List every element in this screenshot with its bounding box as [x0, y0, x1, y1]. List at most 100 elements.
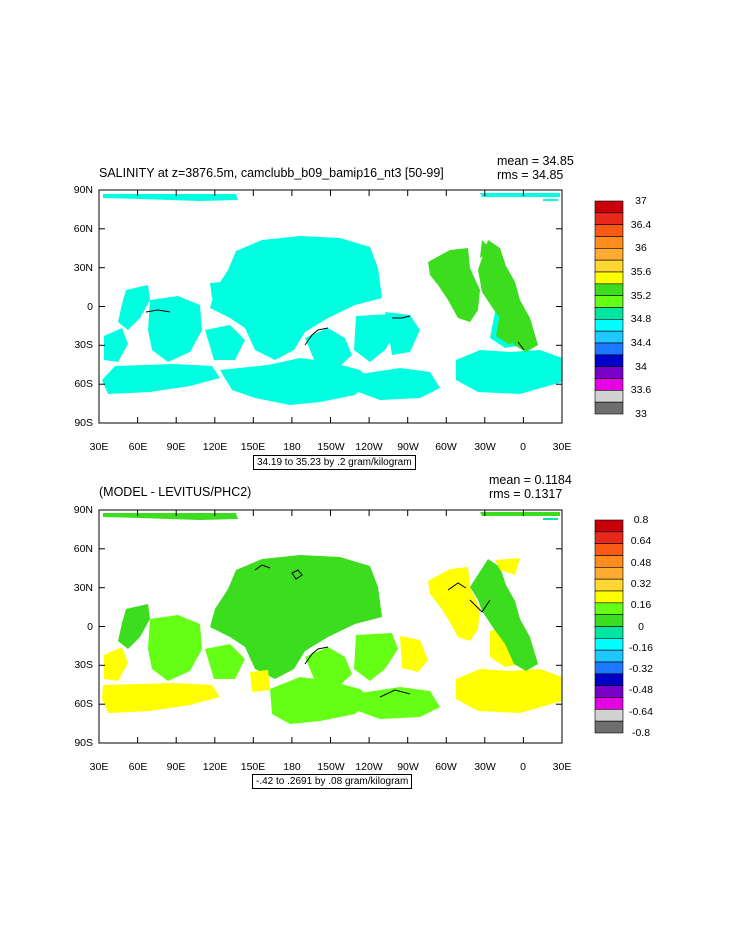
colorbar-swatch — [594, 543, 624, 556]
x-tick-label: 150E — [240, 441, 266, 453]
x-tick-label: 60E — [128, 761, 148, 773]
colorbar-swatch — [594, 673, 624, 686]
ocean-region — [305, 647, 352, 687]
x-tick-label: 150W — [317, 761, 345, 773]
contour-line — [517, 341, 525, 351]
contour-line — [379, 689, 411, 698]
colorbar-swatch — [594, 709, 624, 722]
x-tick-label: 150W — [317, 441, 345, 453]
x-tick-label: 90E — [166, 441, 186, 453]
legend-label: 0.8 — [633, 514, 649, 526]
legend-label: 35.2 — [630, 289, 652, 302]
x-tick-label: 30E — [89, 441, 109, 453]
legend-label: -0.48 — [629, 684, 653, 697]
y-tick-label: 60N — [73, 543, 93, 555]
y-tick-label: 0 — [87, 301, 93, 313]
ocean-region — [118, 604, 150, 649]
x-tick-label: 90W — [397, 441, 419, 453]
ocean-region — [478, 240, 538, 352]
colorbar-swatch — [594, 720, 624, 734]
contour-line — [304, 646, 329, 665]
ocean-region — [270, 677, 370, 724]
legend-label: 0.64 — [630, 535, 652, 548]
x-tick-label: 180 — [283, 441, 301, 453]
x-tick-label: 0 — [520, 761, 526, 773]
ocean-region — [102, 683, 220, 713]
contour-line — [304, 327, 329, 346]
contour-line — [392, 315, 411, 319]
x-tick-label: 120W — [355, 761, 383, 773]
colorbar-swatch — [594, 590, 624, 604]
x-tick-label: 30E — [552, 761, 572, 773]
colorbar-swatch — [594, 567, 624, 580]
y-tick-label: 30S — [74, 659, 93, 671]
x-tick-label: 90E — [166, 761, 186, 773]
ocean-region — [456, 669, 562, 713]
y-tick-label: 90N — [73, 504, 93, 516]
y-tick-label: 30N — [73, 262, 93, 274]
colorbar — [594, 519, 624, 734]
ocean-region — [205, 325, 245, 360]
ocean-region — [102, 364, 220, 394]
contour-caption: 34.19 to 35.23 by .2 gram/kilogram — [253, 455, 416, 470]
colorbar-swatch — [594, 401, 624, 415]
ocean-region — [250, 670, 270, 692]
legend-label: 33.6 — [630, 384, 652, 397]
y-tick-label: 60N — [73, 223, 93, 235]
colorbar-swatch — [594, 649, 624, 663]
ocean-region — [354, 314, 398, 362]
legend-label: -0.32 — [629, 663, 653, 676]
ocean-region — [210, 282, 224, 298]
legend-label: 0.48 — [630, 556, 652, 569]
contour-line — [447, 582, 467, 591]
y-tick-label: 60S — [74, 698, 93, 710]
mean-value: mean = 0.1184 — [489, 473, 572, 487]
ocean-region — [205, 644, 245, 679]
x-tick-label: 30W — [474, 761, 496, 773]
colorbar-swatch — [594, 626, 624, 639]
legend-label: -0.8 — [631, 727, 651, 739]
colorbar-swatch — [594, 555, 624, 568]
legend-label: 33 — [635, 408, 647, 420]
x-tick-label: 30E — [89, 761, 109, 773]
salinity-panel: SALINITY at z=3876.5m, camclubb_b09_bami… — [0, 0, 733, 470]
ocean-region — [148, 296, 202, 362]
y-tick-label: 90S — [74, 737, 93, 749]
mean-value: mean = 34.85 — [497, 154, 574, 168]
y-tick-marks — [99, 548, 562, 705]
colorbar-swatch — [594, 685, 624, 698]
y-tick-label: 30S — [74, 339, 93, 351]
ocean-region — [104, 647, 128, 681]
ocean-region — [456, 350, 562, 394]
legend-label: -0.64 — [629, 705, 653, 718]
ocean-region — [358, 687, 440, 719]
x-tick-label: 120E — [202, 441, 228, 453]
x-tick-label: 60W — [435, 441, 457, 453]
colorbar-swatch — [594, 697, 624, 710]
contour-line — [145, 309, 171, 313]
colorbar-swatch — [594, 602, 624, 615]
ocean-region — [480, 240, 492, 258]
ocean-region — [103, 513, 238, 520]
ocean-region — [470, 559, 538, 671]
legend-label: 0.32 — [630, 577, 652, 590]
legend-label: 0.16 — [630, 599, 652, 612]
ocean-region — [400, 636, 428, 672]
y-tick-label: 30N — [73, 582, 93, 594]
ocean-region — [118, 285, 150, 330]
ocean-region — [495, 558, 520, 575]
contour-line — [254, 564, 271, 571]
y-tick-label: 0 — [87, 621, 93, 633]
colorbar — [594, 200, 624, 415]
ocean-region — [480, 193, 560, 197]
colorbar-swatch — [594, 531, 624, 544]
legend-label: 0 — [638, 620, 644, 633]
ocean-region — [148, 615, 202, 681]
x-tick-label: 60E — [128, 441, 148, 453]
legend-label: 34.4 — [630, 337, 652, 349]
ocean-region — [103, 194, 238, 201]
y-tick-label: 90S — [74, 417, 93, 429]
rms-value: rms = 0.1317 — [489, 487, 563, 501]
